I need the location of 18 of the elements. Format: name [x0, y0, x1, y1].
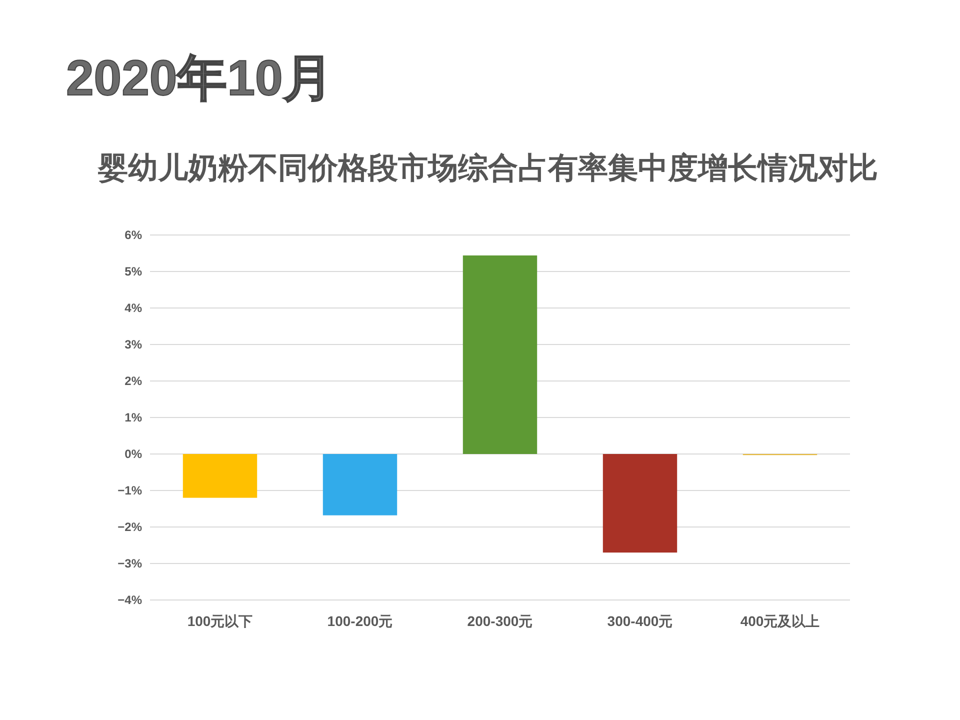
y-tick-label: −4% — [118, 593, 142, 608]
y-tick-label: −3% — [118, 556, 142, 571]
x-tick-label: 300-400元 — [607, 613, 673, 629]
y-tick-label: 0% — [124, 447, 142, 462]
x-tick-label: 100-200元 — [327, 613, 393, 629]
y-tick-label: −1% — [118, 484, 142, 498]
y-tick-label: 2% — [124, 374, 142, 388]
x-tick-label: 200-300元 — [467, 613, 533, 629]
y-tick-label: 6% — [124, 228, 142, 242]
chart-subtitle: 2020年10月 — [66, 50, 333, 106]
y-tick-label: 3% — [124, 338, 142, 352]
y-tick-label: 5% — [124, 264, 142, 279]
x-tick-label: 400元及以上 — [740, 613, 820, 629]
chart-title: 婴幼儿奶粉不同价格段市场综合占有率集中度增长情况对比 — [97, 151, 878, 185]
y-tick-label: 4% — [124, 301, 142, 316]
y-tick-label: −2% — [118, 520, 142, 534]
x-tick-label: 100元以下 — [187, 613, 253, 629]
y-tick-label: 1% — [124, 410, 142, 425]
